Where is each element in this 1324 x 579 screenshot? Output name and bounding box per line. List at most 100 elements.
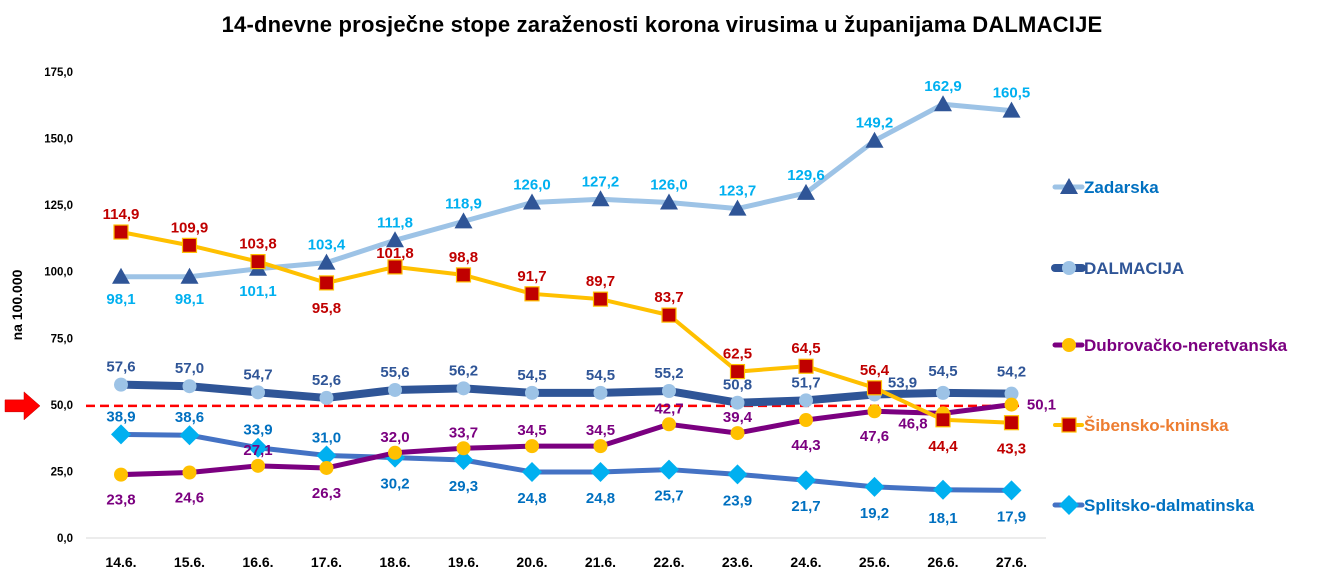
circle-marker bbox=[730, 426, 745, 441]
legend-item: Dubrovačko-neretvanska bbox=[1052, 336, 1288, 355]
data-label: 54,5 bbox=[928, 363, 957, 380]
data-label: 103,4 bbox=[308, 237, 346, 254]
series-line bbox=[120, 402, 1012, 478]
diamond-marker bbox=[248, 437, 268, 458]
x-tick-label: 14.6. bbox=[105, 554, 136, 570]
triangle-marker bbox=[797, 183, 815, 200]
data-label: 50,1 bbox=[1027, 397, 1056, 414]
data-label: 31,0 bbox=[312, 429, 341, 446]
data-label: 160,5 bbox=[993, 85, 1031, 102]
triangle-marker bbox=[934, 95, 952, 112]
triangle-marker bbox=[660, 193, 678, 210]
data-label: 47,6 bbox=[860, 428, 889, 445]
data-label: 57,0 bbox=[175, 360, 204, 377]
series-layer bbox=[111, 95, 1022, 501]
data-label: 34,5 bbox=[517, 422, 546, 439]
x-tick-label: 19.6. bbox=[448, 554, 479, 570]
y-tick-label: 0,0 bbox=[57, 533, 73, 545]
square-marker bbox=[387, 259, 403, 275]
data-label: 95,8 bbox=[312, 300, 341, 317]
data-label: 127,2 bbox=[582, 173, 620, 190]
series-line bbox=[120, 380, 1012, 407]
series-line bbox=[120, 431, 1012, 493]
square-marker bbox=[592, 291, 609, 307]
data-label: 55,2 bbox=[654, 365, 683, 382]
data-label: 98,8 bbox=[449, 249, 478, 266]
x-tick-label: 16.6. bbox=[242, 554, 273, 570]
x-tick-label: 22.6. bbox=[653, 554, 684, 570]
data-label: 89,7 bbox=[586, 273, 615, 290]
chart-title: 14-dnevne prosječne stope zaraženosti ko… bbox=[221, 12, 1103, 37]
y-tick-label: 175,0 bbox=[44, 67, 73, 79]
legend-label: Splitsko-dalmatinska bbox=[1084, 496, 1255, 515]
legend-label: Zadarska bbox=[1084, 178, 1159, 197]
data-label: 98,1 bbox=[175, 291, 204, 308]
diamond-marker bbox=[1059, 495, 1079, 515]
data-label: 114,9 bbox=[103, 206, 140, 223]
data-label: 26,3 bbox=[312, 485, 341, 502]
legend-item: DALMACIJA bbox=[1051, 259, 1184, 278]
circle-marker bbox=[1004, 397, 1019, 412]
x-tick-label: 20.6. bbox=[516, 554, 547, 570]
circle-marker bbox=[388, 445, 402, 460]
circle-marker bbox=[867, 404, 882, 419]
legend: Zadarska DALMACIJA Dubrovačko-neretvanska Š… bbox=[1051, 178, 1288, 515]
series-dalmacija bbox=[114, 377, 1019, 410]
triangle-marker bbox=[523, 193, 541, 210]
series--ibensko-kninska bbox=[113, 224, 1020, 431]
circle-marker bbox=[388, 382, 402, 397]
legend-label: Dubrovačko-neretvanska bbox=[1084, 336, 1288, 355]
threshold-layer bbox=[4, 391, 1020, 421]
y-tick-label: 100,0 bbox=[44, 267, 73, 279]
data-label: 91,7 bbox=[517, 268, 546, 285]
legend-item: Splitsko-dalmatinska bbox=[1052, 495, 1255, 515]
triangle-marker bbox=[1002, 101, 1021, 118]
x-tick-label: 17.6. bbox=[311, 554, 342, 570]
square-marker bbox=[113, 224, 129, 240]
data-label: 39,4 bbox=[723, 409, 753, 426]
data-label: 43,3 bbox=[997, 441, 1026, 458]
circle-marker bbox=[593, 385, 608, 400]
triangle-marker bbox=[728, 199, 747, 216]
data-label: 38,6 bbox=[175, 409, 204, 426]
legend-label: DALMACIJA bbox=[1084, 259, 1184, 278]
data-label: 129,6 bbox=[787, 167, 825, 184]
y-axis-label: na 100.000 bbox=[9, 269, 25, 340]
x-tick-label: 18.6. bbox=[379, 554, 410, 570]
y-tick-label: 150,0 bbox=[44, 134, 73, 146]
square-marker bbox=[318, 275, 335, 291]
data-label: 118,9 bbox=[445, 195, 482, 212]
circle-marker bbox=[662, 384, 676, 399]
diamond-marker bbox=[179, 425, 200, 446]
x-tick-label: 26.6. bbox=[927, 554, 958, 570]
data-label: 50,8 bbox=[723, 377, 752, 394]
data-label: 34,5 bbox=[586, 422, 615, 439]
circle-marker bbox=[799, 393, 813, 408]
square-marker bbox=[729, 363, 746, 380]
data-label: 62,5 bbox=[723, 346, 752, 363]
series-line bbox=[121, 101, 1012, 280]
circle-marker bbox=[593, 439, 608, 454]
diamond-marker bbox=[659, 459, 679, 480]
circle-marker bbox=[525, 439, 539, 454]
circle-marker bbox=[251, 385, 265, 400]
diamond-marker bbox=[316, 445, 337, 466]
diamond-marker bbox=[111, 424, 131, 445]
circle-marker bbox=[319, 390, 334, 405]
triangle-marker bbox=[386, 231, 404, 248]
circle-marker bbox=[114, 377, 128, 392]
data-label: 56,4 bbox=[860, 362, 890, 379]
diamond-marker bbox=[590, 461, 611, 482]
data-label: 162,9 bbox=[924, 78, 962, 95]
series-line bbox=[120, 230, 1012, 425]
legend-item: Šibensko-kninska bbox=[1053, 416, 1229, 435]
data-label: 24,6 bbox=[175, 489, 204, 506]
legend-label: Šibensko-kninska bbox=[1084, 416, 1229, 435]
diamond-marker bbox=[453, 449, 474, 470]
square-marker bbox=[181, 237, 198, 253]
square-marker bbox=[1061, 417, 1077, 433]
data-label: 42,7 bbox=[654, 400, 683, 417]
y-tick-label: 125,0 bbox=[44, 200, 73, 212]
legend-item: Zadarska bbox=[1052, 178, 1159, 197]
data-label: 123,7 bbox=[719, 183, 757, 200]
